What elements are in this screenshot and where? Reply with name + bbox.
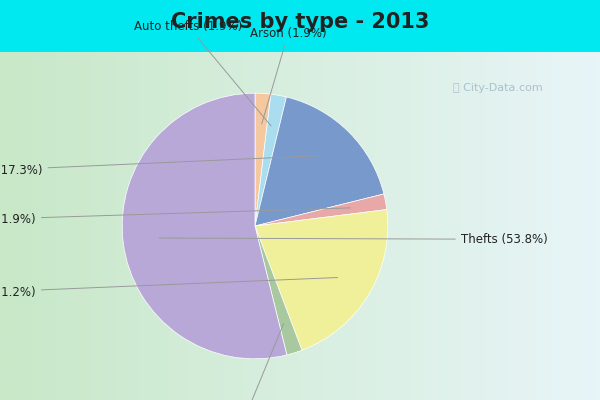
Wedge shape (255, 210, 388, 350)
Wedge shape (255, 194, 387, 226)
Wedge shape (255, 226, 302, 355)
Wedge shape (122, 93, 287, 359)
Text: Burglaries (21.2%): Burglaries (21.2%) (0, 278, 338, 299)
Text: Crimes by type - 2013: Crimes by type - 2013 (171, 12, 429, 32)
Text: Rapes (1.9%): Rapes (1.9%) (202, 324, 284, 400)
Wedge shape (255, 97, 384, 226)
Text: Thefts (53.8%): Thefts (53.8%) (159, 233, 548, 246)
Wedge shape (255, 94, 286, 226)
Text: ⓘ City-Data.com: ⓘ City-Data.com (453, 83, 543, 93)
Wedge shape (255, 93, 271, 226)
Text: Assaults (17.3%): Assaults (17.3%) (0, 156, 322, 177)
Text: Robberies (1.9%): Robberies (1.9%) (0, 208, 350, 226)
Text: Auto thefts (1.9%): Auto thefts (1.9%) (134, 20, 271, 126)
Text: Arson (1.9%): Arson (1.9%) (250, 27, 326, 124)
